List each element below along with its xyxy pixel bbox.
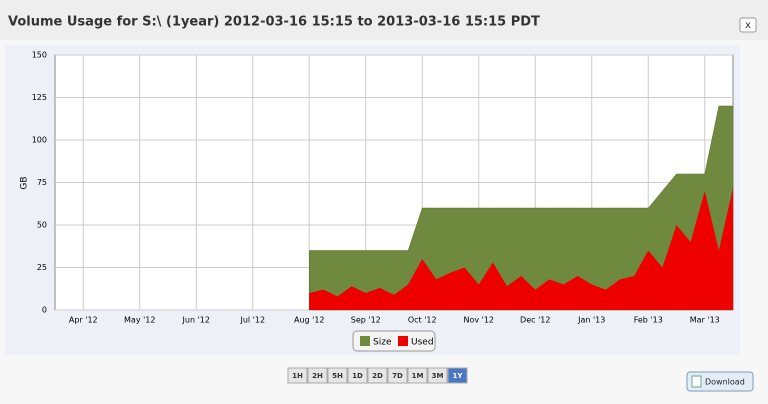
y-axis-label: GB xyxy=(20,176,30,189)
x-tick-label: May '12 xyxy=(124,316,155,325)
y-tick-label: 50 xyxy=(37,221,47,230)
legend-box xyxy=(352,330,436,352)
range-button[interactable] xyxy=(407,367,428,384)
x-tick-label: Sep '12 xyxy=(351,316,381,325)
range-button[interactable] xyxy=(387,367,408,384)
dialog-title: Volume Usage for S:\ (1year) 2012-03-16 … xyxy=(8,15,540,30)
range-button-label[interactable]: 3M xyxy=(432,372,444,380)
legend-label: Used xyxy=(411,338,434,348)
range-button[interactable] xyxy=(307,367,328,384)
range-button-label[interactable]: 1H xyxy=(292,372,303,380)
range-button[interactable] xyxy=(287,367,308,384)
range-button[interactable] xyxy=(427,367,448,384)
x-tick-label: Apr '12 xyxy=(69,316,98,325)
range-button[interactable] xyxy=(447,367,468,384)
x-tick-label: Jan '13 xyxy=(577,316,605,325)
download-label[interactable]: Download xyxy=(705,378,745,387)
y-tick-label: 75 xyxy=(37,178,47,187)
range-button-label[interactable]: 7D xyxy=(392,372,403,380)
x-tick-label: Mar '13 xyxy=(690,316,720,325)
y-tick-label: 100 xyxy=(32,136,47,145)
legend-swatch xyxy=(398,336,408,346)
y-tick-label: 25 xyxy=(37,263,47,272)
range-button-label[interactable]: 1M xyxy=(412,372,424,380)
area-used xyxy=(309,187,733,310)
range-button[interactable] xyxy=(347,367,368,384)
x-tick-label: Aug '12 xyxy=(294,316,325,325)
range-button-label[interactable]: 1Y xyxy=(453,372,464,380)
x-tick-label: Dec '12 xyxy=(520,316,550,325)
close-button[interactable] xyxy=(739,17,757,33)
x-tick-label: Feb '13 xyxy=(634,316,663,325)
x-tick-label: Oct '12 xyxy=(408,316,437,325)
y-tick-label: 125 xyxy=(32,93,47,102)
x-tick-label: Jun '12 xyxy=(182,316,210,325)
range-button-label[interactable]: 2H xyxy=(312,372,323,380)
x-tick-label: Nov '12 xyxy=(463,316,494,325)
range-button[interactable] xyxy=(367,367,388,384)
area-size xyxy=(309,105,734,311)
dialog-header xyxy=(0,0,768,40)
x-tick-label: Jul '12 xyxy=(239,316,265,325)
close-label[interactable]: x xyxy=(745,20,751,31)
download-icon[interactable] xyxy=(691,375,702,388)
range-button-label[interactable]: 2D xyxy=(372,372,383,380)
range-button[interactable] xyxy=(327,367,348,384)
range-button-label[interactable]: 5H xyxy=(332,372,343,380)
download-button[interactable] xyxy=(686,371,754,392)
range-button-label[interactable]: 1D xyxy=(352,372,363,380)
legend-label: Size xyxy=(373,338,392,348)
y-tick-label: 150 xyxy=(32,51,47,60)
legend-swatch xyxy=(360,336,370,346)
y-tick-label: 0 xyxy=(42,306,47,315)
